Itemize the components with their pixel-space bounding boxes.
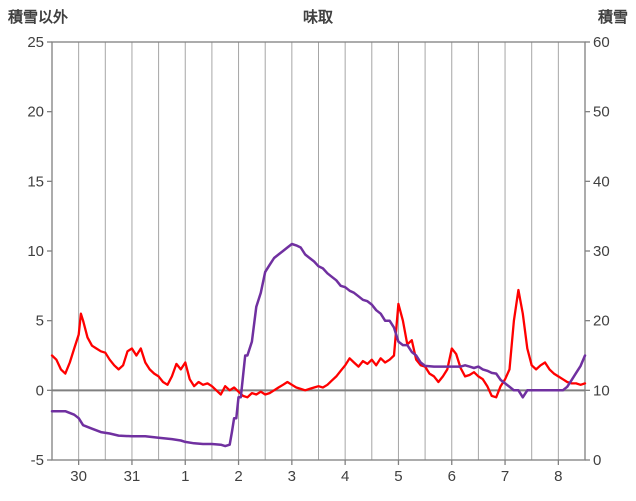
series-line-red	[50, 288, 587, 399]
left-axis-label: 15	[27, 173, 44, 190]
x-axis-label: 3	[288, 468, 296, 485]
x-axis-label: 2	[234, 468, 242, 485]
right-axis-title: 積雪	[597, 9, 628, 26]
right-axis-label: 60	[593, 34, 610, 51]
x-axis-label: 6	[448, 468, 456, 485]
right-axis-label: 30	[593, 243, 610, 260]
x-axis-label: 31	[124, 468, 141, 485]
x-axis-label: 7	[501, 468, 509, 485]
left-axis-label: -5	[31, 452, 44, 469]
x-axis-label: 5	[394, 468, 402, 485]
left-axis-label: 10	[27, 243, 44, 260]
right-axis-label: 0	[593, 452, 601, 469]
left-axis-label: 25	[27, 34, 44, 51]
x-axis-label: 4	[341, 468, 349, 485]
right-axis-label: 40	[593, 173, 610, 190]
series-line-purple	[50, 242, 587, 448]
x-axis-label: 8	[554, 468, 562, 485]
right-axis-label: 10	[593, 382, 610, 399]
x-axis-label: 1	[181, 468, 189, 485]
x-axis-label: 30	[70, 468, 87, 485]
left-axis-label: 20	[27, 104, 44, 121]
left-axis-title: 積雪以外	[8, 9, 69, 26]
right-axis-label: 20	[593, 313, 610, 330]
left-axis-label: 0	[36, 382, 44, 399]
left-axis-label: 5	[36, 313, 44, 330]
right-axis-label: 50	[593, 104, 610, 121]
